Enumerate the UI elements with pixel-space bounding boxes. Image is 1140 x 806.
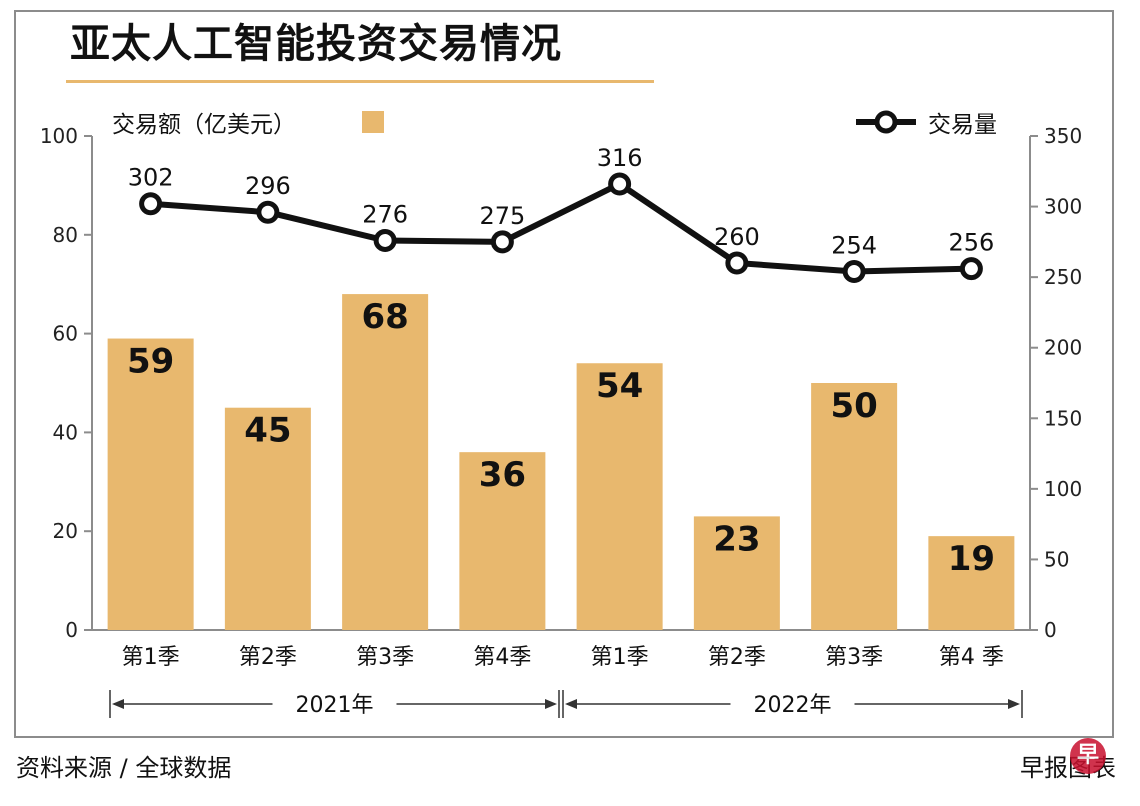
category-label: 第4 季 bbox=[939, 645, 1004, 670]
bar-value-label: 19 bbox=[948, 539, 995, 579]
point-value-label: 316 bbox=[597, 144, 643, 172]
line-point bbox=[139, 192, 163, 216]
category-labels: 第1季 第2季 第3季 第4季 第1季 第2季 第3季 第4 季 bbox=[122, 645, 1004, 670]
arrow-left-icon bbox=[112, 699, 124, 709]
line-point bbox=[608, 172, 632, 196]
point-value-label: 260 bbox=[714, 223, 760, 251]
right-tick-label: 100 bbox=[1044, 477, 1082, 501]
category-label: 第1季 bbox=[122, 645, 180, 670]
legend: 交易额（亿美元） 交易量 bbox=[112, 110, 997, 138]
bar-value-label: 59 bbox=[127, 342, 174, 382]
left-tick-label: 60 bbox=[53, 322, 78, 346]
arrow-right-icon bbox=[1008, 699, 1020, 709]
left-tick-label: 40 bbox=[53, 420, 78, 444]
left-tick-label: 0 bbox=[65, 618, 78, 642]
bar bbox=[693, 516, 780, 630]
bar bbox=[342, 294, 429, 630]
year-label: 2022年 bbox=[754, 693, 832, 718]
category-label: 第4季 bbox=[473, 645, 531, 670]
line-point bbox=[256, 200, 280, 224]
title-underline bbox=[66, 80, 654, 83]
bar bbox=[107, 338, 194, 630]
bar-value-labels: 59 45 68 36 54 23 50 19 bbox=[127, 297, 995, 579]
right-tick-label: 0 bbox=[1044, 618, 1057, 642]
category-label: 第3季 bbox=[356, 645, 414, 670]
bar-value-label: 45 bbox=[244, 411, 291, 451]
point-value-label: 296 bbox=[245, 172, 291, 200]
chart-title: 亚太人工智能投资交易情况 bbox=[70, 21, 562, 67]
legend-bar-label: 交易额（亿美元） bbox=[112, 112, 296, 138]
legend-line-label: 交易量 bbox=[928, 112, 997, 138]
line-point bbox=[373, 228, 397, 252]
bar bbox=[811, 383, 898, 630]
axes: 0 20 40 60 80 100 0 50 100 150 200 250 300 350 bbox=[40, 124, 1082, 642]
right-tick-label: 150 bbox=[1044, 406, 1082, 430]
point-value-label: 276 bbox=[362, 200, 408, 228]
category-label: 第2季 bbox=[708, 645, 766, 670]
bar-value-label: 54 bbox=[596, 366, 643, 406]
year-label: 2021年 bbox=[296, 693, 374, 718]
right-tick-label: 50 bbox=[1044, 547, 1069, 571]
line-point bbox=[725, 251, 749, 275]
arrow-left-icon bbox=[565, 699, 577, 709]
right-tick-label: 250 bbox=[1044, 265, 1082, 289]
right-tick-label: 300 bbox=[1044, 195, 1082, 219]
left-tick-label: 100 bbox=[40, 124, 78, 148]
bar-value-label: 23 bbox=[713, 519, 760, 559]
bar bbox=[928, 536, 1015, 630]
point-value-label: 302 bbox=[128, 164, 174, 192]
left-tick-label: 80 bbox=[53, 223, 78, 247]
bar-value-label: 50 bbox=[830, 386, 877, 426]
bar bbox=[224, 407, 311, 630]
bar-value-label: 68 bbox=[361, 297, 408, 337]
legend-bar-swatch bbox=[362, 111, 384, 133]
bar bbox=[576, 363, 663, 630]
legend-line-marker bbox=[874, 110, 898, 134]
point-value-label: 254 bbox=[831, 231, 877, 259]
point-value-label: 275 bbox=[479, 202, 525, 230]
year-groups: 2021年 2022年 bbox=[109, 690, 1023, 718]
bar-value-label: 36 bbox=[479, 455, 526, 495]
arrow-right-icon bbox=[545, 699, 557, 709]
point-value-label: 256 bbox=[948, 229, 994, 257]
line-point bbox=[959, 257, 983, 281]
category-label: 第1季 bbox=[591, 645, 649, 670]
publisher-logo: 早 bbox=[1070, 738, 1106, 774]
point-value-labels: 302 296 276 275 316 260 254 256 bbox=[128, 144, 995, 260]
right-tick-label: 350 bbox=[1044, 124, 1082, 148]
right-tick-label: 200 bbox=[1044, 336, 1082, 360]
left-tick-label: 20 bbox=[53, 519, 78, 543]
line-path bbox=[150, 180, 972, 275]
source-note: 资料来源 / 全球数据 bbox=[16, 754, 232, 782]
line-point bbox=[490, 230, 514, 254]
category-label: 第3季 bbox=[825, 645, 883, 670]
bar-series bbox=[107, 294, 1015, 630]
category-label: 第2季 bbox=[239, 645, 297, 670]
bar bbox=[459, 452, 546, 630]
line-series bbox=[139, 172, 983, 283]
line-point bbox=[842, 259, 866, 283]
